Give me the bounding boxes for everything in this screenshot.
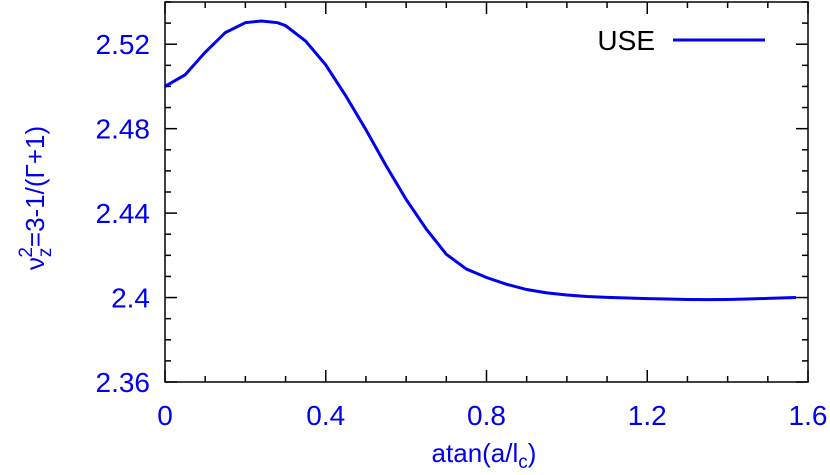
y-tick-label: 2.52 xyxy=(96,29,151,60)
y-tick-label: 2.44 xyxy=(96,198,151,229)
legend-label: USE xyxy=(597,25,655,56)
y-axis-label: νz2=3-1/(Γ+1) xyxy=(16,126,56,270)
x-axis-label-base: atan(a/l xyxy=(432,438,519,468)
y-tick-label: 2.4 xyxy=(111,283,150,314)
axis-ticks xyxy=(164,1,809,383)
x-tick-label: 1.2 xyxy=(628,400,667,431)
x-tick-label: 1.6 xyxy=(789,400,828,431)
x-tick-label: 0.8 xyxy=(467,400,506,431)
x-axis-label-subscript: c xyxy=(518,452,528,473)
y-axis-label-base: ν xyxy=(20,257,50,270)
y-tick-label: 2.36 xyxy=(96,367,151,398)
y-axis-label-tail: =3-1/(Γ+1) xyxy=(20,126,50,247)
y-tick-labels: 2.36 2.4 2.44 2.48 2.52 xyxy=(96,29,151,398)
plot-frame xyxy=(164,1,809,383)
x-tick-labels: 0 0.4 0.8 1.2 1.6 xyxy=(157,400,827,431)
x-tick-label: 0 xyxy=(157,400,173,431)
series-line-use xyxy=(164,19,796,302)
x-axis-label: atan(a/lc) xyxy=(432,438,537,473)
x-axis-label-tail: ) xyxy=(528,438,537,468)
legend: USE xyxy=(597,25,765,56)
y-axis-label-subscript: z xyxy=(35,248,56,258)
y-axis-label-superscript: 2 xyxy=(16,247,37,258)
y-tick-label: 2.48 xyxy=(96,114,151,145)
x-tick-label: 0.4 xyxy=(306,400,345,431)
